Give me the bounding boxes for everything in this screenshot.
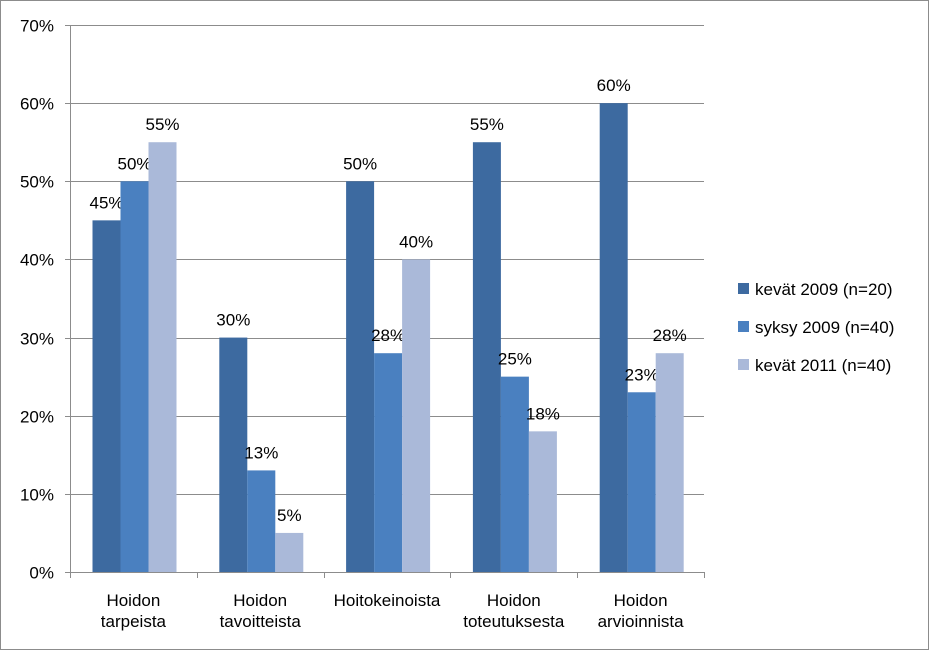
y-tick-label: 30% bbox=[20, 330, 54, 349]
bar bbox=[472, 142, 501, 572]
legend-swatch bbox=[738, 283, 749, 294]
legend-swatch bbox=[738, 359, 749, 370]
bar bbox=[655, 353, 684, 572]
x-category-label: tavoitteista bbox=[220, 612, 302, 631]
bar bbox=[120, 181, 149, 573]
bar bbox=[346, 181, 375, 573]
data-label: 45% bbox=[89, 193, 123, 212]
data-label: 40% bbox=[399, 232, 433, 251]
y-tick-label: 50% bbox=[20, 173, 54, 192]
bar bbox=[148, 142, 177, 572]
x-category-label: arvioinnista bbox=[598, 612, 685, 631]
data-label: 55% bbox=[145, 115, 179, 134]
data-label: 23% bbox=[625, 365, 659, 384]
data-label: 50% bbox=[117, 154, 151, 173]
bar bbox=[92, 220, 121, 572]
bar bbox=[374, 353, 403, 572]
x-category-label: Hoidon bbox=[614, 591, 668, 610]
x-category-label: tarpeista bbox=[101, 612, 167, 631]
x-category-label: Hoidon bbox=[487, 591, 541, 610]
bar bbox=[599, 103, 628, 573]
bar bbox=[247, 470, 276, 572]
data-label: 55% bbox=[470, 115, 504, 134]
data-label: 28% bbox=[371, 326, 405, 345]
x-category-label: Hoidon bbox=[106, 591, 160, 610]
bar bbox=[500, 376, 529, 572]
y-tick-label: 20% bbox=[20, 408, 54, 427]
data-label: 60% bbox=[597, 76, 631, 95]
data-label: 30% bbox=[216, 311, 250, 330]
legend-label: syksy 2009 (n=40) bbox=[755, 318, 894, 337]
legend-label: kevät 2009 (n=20) bbox=[755, 280, 893, 299]
x-category-label: Hoitokeinoista bbox=[334, 591, 441, 610]
x-category-label: toteutuksesta bbox=[463, 612, 565, 631]
y-tick-label: 70% bbox=[20, 17, 54, 36]
x-category-label: Hoidon bbox=[233, 591, 287, 610]
y-tick-label: 10% bbox=[20, 486, 54, 505]
legend-label: kevät 2011 (n=40) bbox=[755, 356, 891, 375]
bar bbox=[275, 532, 304, 572]
bar bbox=[402, 259, 431, 572]
data-label: 25% bbox=[498, 350, 532, 369]
data-label: 5% bbox=[277, 506, 302, 525]
y-tick-label: 60% bbox=[20, 95, 54, 114]
bar bbox=[627, 392, 656, 572]
data-label: 28% bbox=[653, 326, 687, 345]
legend-swatch bbox=[738, 321, 749, 332]
bar bbox=[528, 431, 557, 572]
data-label: 18% bbox=[526, 404, 560, 423]
y-tick-label: 40% bbox=[20, 251, 54, 270]
y-tick-label: 0% bbox=[29, 564, 54, 583]
data-label: 50% bbox=[343, 154, 377, 173]
bar bbox=[219, 337, 248, 572]
data-label: 13% bbox=[244, 443, 278, 462]
